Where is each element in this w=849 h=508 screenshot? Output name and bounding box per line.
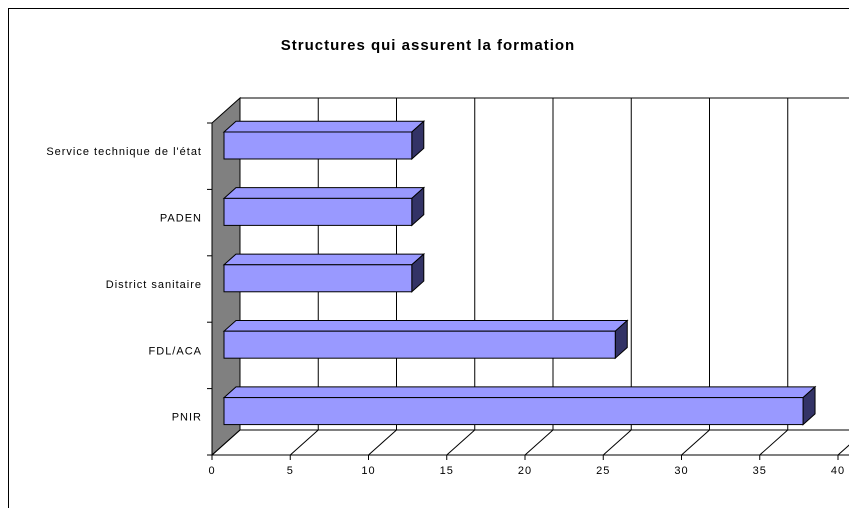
- x-tick-label: 0: [208, 465, 215, 477]
- x-tick-label: 25: [596, 465, 610, 477]
- grid-line: [368, 429, 397, 456]
- grid-line: [524, 429, 554, 456]
- bar: [223, 197, 413, 226]
- bar-top: [222, 319, 629, 332]
- x-tick-label: 40: [831, 465, 845, 477]
- y-tick-label: FDL/ACA: [149, 345, 202, 357]
- bar: [223, 330, 616, 359]
- y-tick-label: PNIR: [172, 412, 202, 424]
- y-tick-label: PADEN: [160, 213, 202, 225]
- x-tick-label: 15: [440, 465, 454, 477]
- grid-line: [446, 429, 476, 456]
- bar-top: [222, 253, 426, 266]
- bar: [223, 264, 413, 293]
- y-tick-label: District sanitaire: [106, 279, 202, 291]
- bar-top: [222, 120, 426, 133]
- bar: [223, 131, 413, 160]
- x-tick-label: 20: [518, 465, 532, 477]
- x-tick-label: 35: [753, 465, 767, 477]
- bar-top: [222, 386, 817, 399]
- x-tick-label: 5: [287, 465, 294, 477]
- grid-line: [602, 429, 632, 456]
- grid-line: [289, 429, 319, 456]
- grid-line: [211, 429, 241, 456]
- y-tick-label: Service technique de l'état: [46, 146, 202, 158]
- chart-border: [8, 8, 849, 508]
- grid-line: [837, 444, 849, 456]
- x-tick-label: 30: [674, 465, 688, 477]
- chart-title: Structures qui assurent la formation: [281, 37, 575, 54]
- grid-line: [681, 429, 710, 456]
- grid-line: [759, 429, 789, 456]
- x-tick-label: 10: [361, 465, 375, 477]
- bar: [223, 397, 804, 426]
- bar-top: [222, 187, 426, 199]
